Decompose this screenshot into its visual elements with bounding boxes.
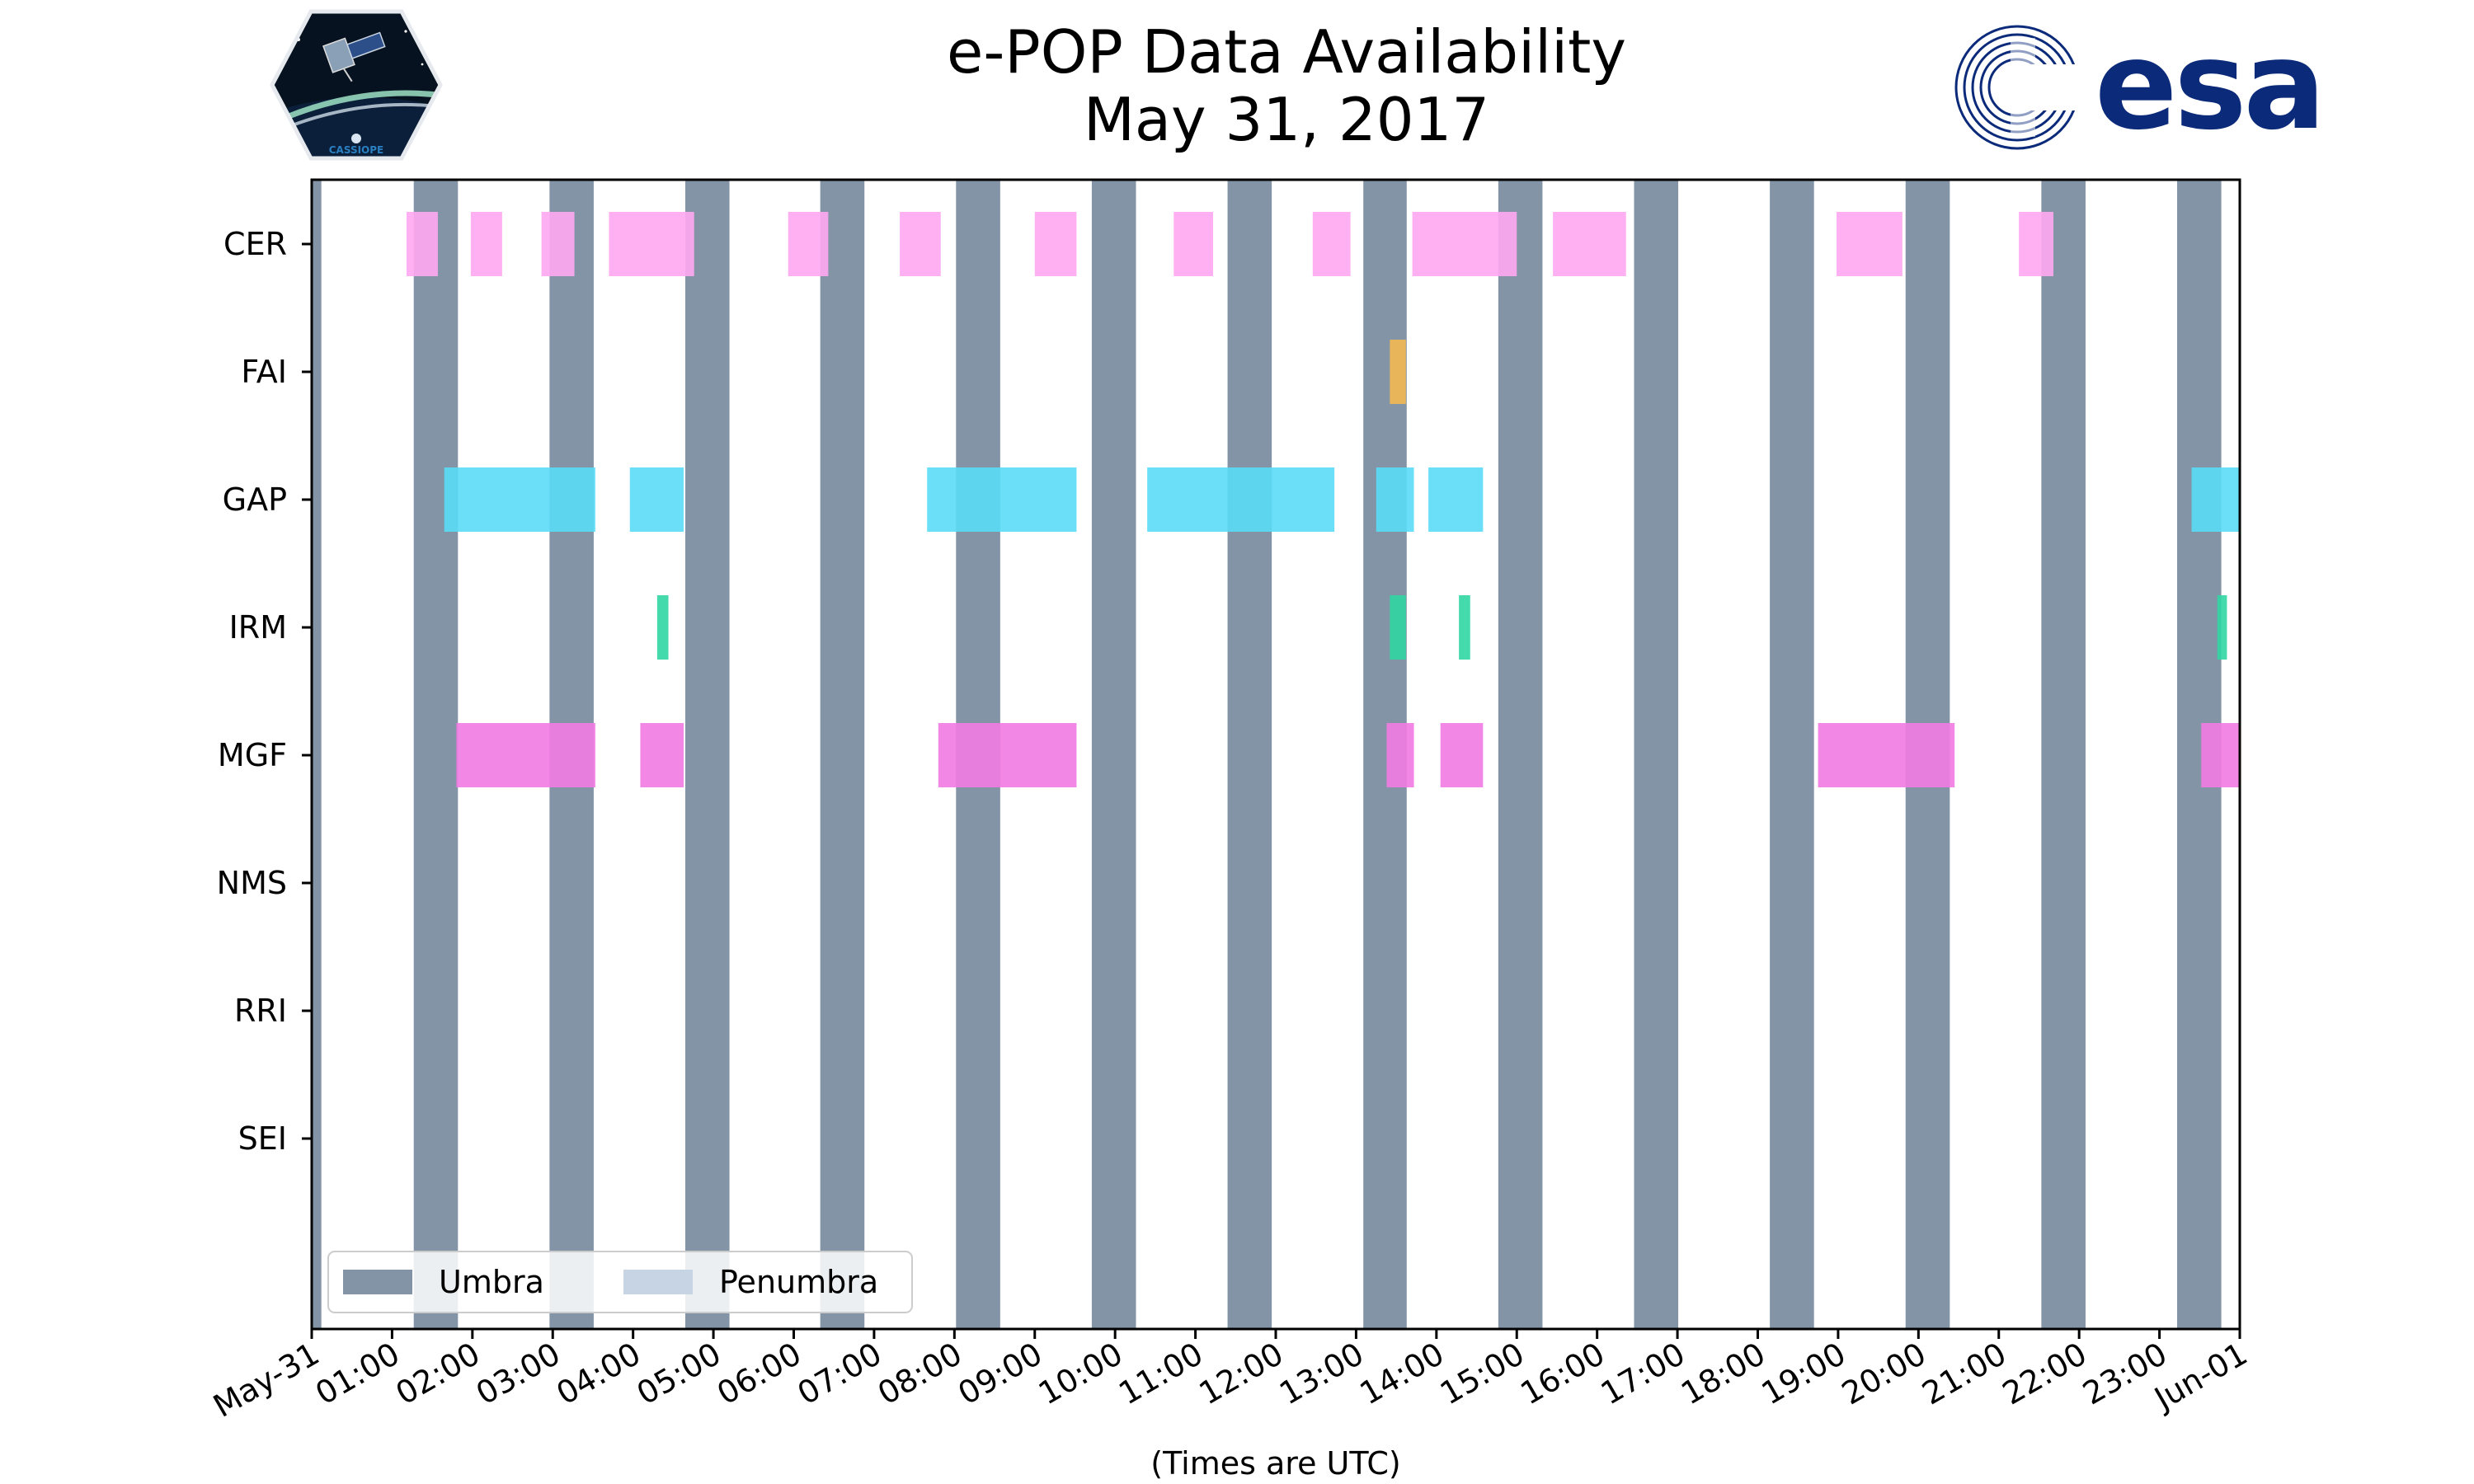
x-tick-label-18: 18:00 (1675, 1336, 1771, 1412)
x-tick-label-6: 06:00 (711, 1336, 807, 1412)
segment-cer-6 (1034, 212, 1077, 276)
segment-gap-6 (2191, 467, 2240, 532)
segment-gap-1 (629, 467, 684, 532)
y-tick-label-sei: SEI (238, 1120, 287, 1157)
y-tick-label-fai: FAI (241, 354, 287, 390)
legend-penumbra-swatch (623, 1270, 693, 1294)
umbra-band-6 (1091, 180, 1136, 1329)
x-tick-label-8: 08:00 (872, 1336, 968, 1412)
x-tick-label-4: 04:00 (550, 1336, 647, 1412)
segment-irm-1 (1390, 595, 1406, 660)
segment-mgf-6 (2201, 723, 2240, 787)
segment-fai-0 (1390, 340, 1406, 404)
umbra-band-7 (1227, 180, 1272, 1329)
y-tick-label-irm: IRM (229, 609, 287, 646)
umbra-band-9 (1498, 180, 1543, 1329)
umbra-band-10 (1634, 180, 1679, 1329)
x-tick-label-5: 05:00 (631, 1336, 727, 1412)
segment-cer-4 (788, 212, 829, 276)
x-tick-label-17: 17:00 (1595, 1336, 1691, 1412)
x-tick-label-7: 07:00 (792, 1336, 888, 1412)
segment-cer-9 (1412, 212, 1517, 276)
segment-cer-7 (1174, 212, 1214, 276)
chart-title-line: e-POP Data Availability (947, 17, 1626, 87)
x-tick-label-13: 13:00 (1273, 1336, 1370, 1412)
chart-subtitle-line: May 31, 2017 (1083, 85, 1490, 154)
x-tick-label-2: 02:00 (389, 1336, 486, 1412)
x-tick-label-21: 21:00 (1916, 1336, 2012, 1412)
chart-title: e-POP Data Availability May 31, 2017 (0, 18, 2474, 153)
y-tick-label-cer: CER (223, 226, 287, 262)
segment-cer-1 (470, 212, 502, 276)
legend-box (327, 1251, 913, 1313)
segment-cer-5 (900, 212, 941, 276)
segment-gap-0 (444, 467, 595, 532)
x-tick-label-0: May-31 (207, 1336, 325, 1425)
x-tick-label-14: 14:00 (1353, 1336, 1450, 1412)
x-tick-label-22: 22:00 (1997, 1336, 2093, 1412)
segment-gap-2 (927, 467, 1077, 532)
umbra-band-11 (1770, 180, 1814, 1329)
x-tick-label-3: 03:00 (470, 1336, 567, 1412)
segment-mgf-2 (938, 723, 1077, 787)
segment-mgf-4 (1440, 723, 1484, 787)
umbra-band-3 (684, 180, 730, 1329)
x-tick-label-15: 15:00 (1434, 1336, 1531, 1412)
legend-umbra-label: Umbra (439, 1264, 544, 1300)
x-tick-label-24: Jun-01 (2147, 1336, 2254, 1418)
legend: Umbra Penumbra (327, 1251, 913, 1313)
umbra-band-13 (2041, 180, 2086, 1329)
x-axis: May-3101:0002:0003:0004:0005:0006:0007:0… (207, 1329, 2254, 1425)
segment-gap-3 (1147, 467, 1335, 532)
segment-cer-2 (541, 212, 575, 276)
y-tick-label-rri: RRI (234, 993, 287, 1029)
segment-layer (406, 212, 2240, 787)
x-tick-label-10: 10:00 (1032, 1336, 1129, 1412)
umbra-band-1 (413, 180, 459, 1329)
segment-cer-0 (406, 212, 438, 276)
segment-gap-4 (1376, 467, 1414, 532)
segment-cer-10 (1553, 212, 1626, 276)
segment-cer-3 (609, 212, 694, 276)
x-tick-label-12: 12:00 (1193, 1336, 1290, 1412)
x-tick-label-19: 19:00 (1756, 1336, 1852, 1412)
y-tick-label-gap: GAP (223, 481, 287, 518)
segment-irm-3 (2217, 595, 2227, 660)
y-axis: CER FAI GAP IRM MGF NMS RRI SEI (217, 226, 312, 1157)
cassiope-logo: CASSIOPE (270, 9, 443, 161)
segment-cer-12 (2019, 212, 2053, 276)
esa-logo (1954, 25, 2091, 150)
segment-mgf-1 (640, 723, 684, 787)
x-tick-label-16: 16:00 (1514, 1336, 1611, 1412)
x-tick-label-20: 20:00 (1836, 1336, 1932, 1412)
x-tick-label-9: 09:00 (952, 1336, 1048, 1412)
y-tick-label-nms: NMS (217, 865, 287, 901)
segment-cer-8 (1312, 212, 1351, 276)
segment-gap-5 (1428, 467, 1484, 532)
x-tick-label-11: 11:00 (1112, 1336, 1209, 1412)
umbra-band-0 (312, 180, 322, 1329)
svg-text:CASSIOPE: CASSIOPE (329, 144, 384, 156)
x-axis-label: (Times are UTC) (1150, 1445, 1400, 1482)
legend-penumbra-label: Penumbra (719, 1264, 878, 1300)
umbra-band-4 (820, 180, 865, 1329)
segment-irm-0 (656, 595, 669, 660)
segment-mgf-5 (1818, 723, 1955, 787)
legend-umbra-swatch (343, 1270, 412, 1294)
x-tick-label-1: 01:00 (309, 1336, 406, 1412)
segment-mgf-0 (456, 723, 595, 787)
y-tick-label-mgf: MGF (218, 737, 287, 773)
segment-irm-2 (1459, 595, 1470, 660)
segment-cer-11 (1836, 212, 1903, 276)
segment-mgf-3 (1386, 723, 1414, 787)
esa-wordmark: esa (2095, 15, 2326, 157)
